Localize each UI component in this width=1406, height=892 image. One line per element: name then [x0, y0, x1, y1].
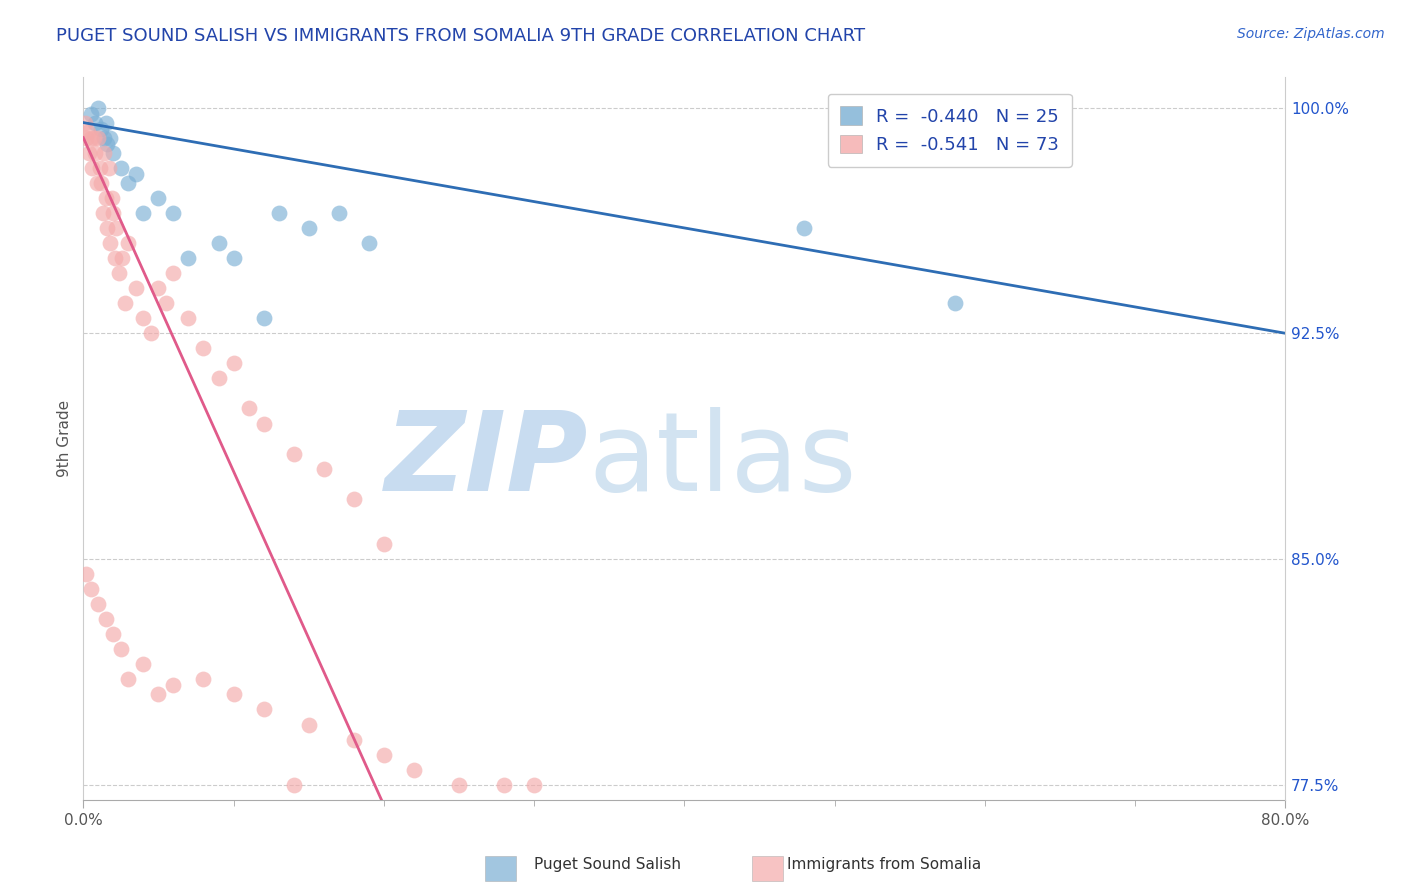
Point — [252, 702, 274, 716]
Point — [75, 130, 97, 145]
Point — [117, 235, 139, 250]
Point — [87, 101, 110, 115]
Point — [87, 597, 110, 611]
Point — [93, 145, 115, 160]
Point — [148, 687, 170, 701]
Point — [132, 657, 155, 672]
Point — [132, 206, 155, 220]
Point — [93, 130, 115, 145]
Text: Immigrants from Somalia: Immigrants from Somalia — [787, 857, 981, 872]
Point — [103, 627, 125, 641]
Point — [132, 311, 155, 326]
Point — [98, 130, 121, 145]
Point — [139, 326, 162, 341]
Point — [80, 582, 103, 596]
Point — [193, 341, 215, 355]
Point — [373, 747, 395, 762]
Point — [207, 371, 229, 385]
Point — [267, 206, 290, 220]
Point — [87, 130, 110, 145]
Point — [73, 115, 96, 129]
Text: atlas: atlas — [588, 407, 856, 514]
Point — [117, 176, 139, 190]
Point — [222, 251, 245, 265]
Point — [83, 130, 105, 145]
Point — [114, 296, 136, 310]
Point — [523, 778, 546, 792]
Point — [111, 251, 134, 265]
Point — [447, 778, 470, 792]
Point — [177, 251, 200, 265]
Point — [125, 281, 148, 295]
Point — [148, 191, 170, 205]
Point — [90, 176, 112, 190]
Text: ZIP: ZIP — [385, 407, 588, 514]
Point — [94, 115, 117, 129]
Point — [108, 266, 131, 280]
Point — [89, 161, 111, 175]
Point — [162, 266, 184, 280]
Point — [238, 401, 260, 416]
Point — [110, 642, 132, 657]
Point — [343, 491, 366, 506]
Point — [222, 687, 245, 701]
Point — [76, 125, 98, 139]
Point — [97, 161, 120, 175]
Point — [155, 296, 177, 310]
Text: Puget Sound Salish: Puget Sound Salish — [534, 857, 682, 872]
Point — [110, 161, 132, 175]
Point — [84, 145, 107, 160]
Point — [298, 221, 321, 235]
Point — [373, 537, 395, 551]
Point — [252, 311, 274, 326]
Point — [104, 251, 127, 265]
Point — [82, 161, 104, 175]
Text: PUGET SOUND SALISH VS IMMIGRANTS FROM SOMALIA 9TH GRADE CORRELATION CHART: PUGET SOUND SALISH VS IMMIGRANTS FROM SO… — [56, 27, 865, 45]
Point — [148, 281, 170, 295]
Point — [312, 461, 335, 475]
Point — [94, 191, 117, 205]
Point — [193, 673, 215, 687]
Point — [103, 145, 125, 160]
Point — [125, 167, 148, 181]
Point — [96, 221, 118, 235]
Point — [222, 356, 245, 370]
Point — [328, 206, 350, 220]
Point — [80, 130, 103, 145]
Point — [117, 673, 139, 687]
Point — [80, 106, 103, 120]
Text: Source: ZipAtlas.com: Source: ZipAtlas.com — [1237, 27, 1385, 41]
Point — [98, 235, 121, 250]
Point — [101, 191, 124, 205]
Point — [283, 447, 305, 461]
Point — [298, 717, 321, 731]
Point — [79, 145, 101, 160]
Point — [94, 612, 117, 626]
Point — [84, 115, 107, 129]
Point — [283, 778, 305, 792]
Point — [207, 235, 229, 250]
Point — [793, 221, 815, 235]
Point — [492, 778, 515, 792]
Point — [177, 311, 200, 326]
Point — [162, 678, 184, 692]
Point — [75, 567, 97, 582]
Point — [343, 732, 366, 747]
Point — [943, 296, 966, 310]
Point — [252, 417, 274, 431]
Point — [357, 235, 380, 250]
Point — [90, 121, 112, 136]
Point — [86, 176, 108, 190]
Y-axis label: 9th Grade: 9th Grade — [58, 400, 72, 477]
Point — [105, 221, 128, 235]
Point — [96, 136, 118, 151]
Point — [103, 206, 125, 220]
Point — [402, 763, 425, 777]
Point — [91, 206, 114, 220]
Legend: R =  -0.440   N = 25, R =  -0.541   N = 73: R = -0.440 N = 25, R = -0.541 N = 73 — [828, 94, 1071, 167]
Point — [162, 206, 184, 220]
